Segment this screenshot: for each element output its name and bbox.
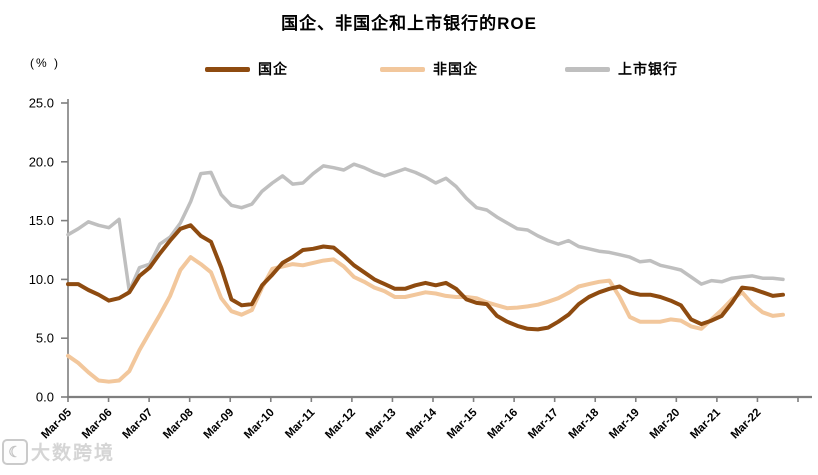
series-line-国企 (66, 223, 785, 332)
legend-label-listed-banks: 上市银行 (618, 61, 678, 77)
y-tick-label: 20.0 (29, 154, 54, 169)
x-tick-label: Mar-16 (486, 407, 521, 442)
y-tick-label: 10.0 (29, 272, 54, 287)
y-tick-label: 25.0 (29, 96, 54, 111)
legend-label-soe: 国企 (258, 61, 288, 77)
y-tick-label: 15.0 (29, 213, 54, 228)
y-axis-unit-label: (% ) (30, 56, 60, 70)
legend-item-soe: 国企 (205, 60, 288, 78)
x-tick-label: Mar-10 (242, 407, 277, 442)
legend-item-non-soe: 非国企 (380, 60, 478, 78)
series-line-非国企 (66, 255, 785, 384)
x-tick-label: Mar-15 (445, 406, 480, 441)
x-tick-label: Mar-17 (526, 407, 561, 442)
x-tick-label: Mar-22 (729, 407, 764, 442)
legend-swatch-soe (205, 66, 250, 72)
legend-item-listed-banks: 上市银行 (565, 60, 678, 78)
x-tick-label: Mar-12 (323, 407, 358, 442)
x-tick-label: Mar-19 (607, 407, 642, 442)
x-tick-label: Mar-05 (39, 406, 74, 441)
legend-swatch-non-soe (380, 66, 425, 72)
chart-title: 国企、非国企和上市银行的ROE (281, 14, 537, 33)
x-tick-label: Mar-11 (283, 406, 318, 441)
legend-label-non-soe: 非国企 (433, 61, 478, 77)
x-tick-label: Mar-13 (364, 407, 399, 442)
x-tick-label: Mar-07 (121, 407, 156, 442)
series-line-上市银行 (66, 162, 785, 293)
x-tick-label: Mar-09 (202, 407, 237, 442)
x-tick-label: Mar-06 (80, 407, 115, 442)
x-tick-label: Mar-18 (567, 406, 602, 441)
x-tick-label: Mar-08 (161, 406, 196, 441)
x-tick-label: Mar-21 (688, 406, 723, 441)
x-tick-label: Mar-14 (404, 406, 439, 441)
legend-swatch-listed-banks (565, 66, 610, 72)
y-tick-label: 5.0 (36, 331, 54, 346)
y-tick-label: 0.0 (36, 390, 54, 405)
x-tick-label: Mar-20 (648, 407, 683, 442)
legend: 国企 非国企 上市银行 (0, 60, 818, 80)
